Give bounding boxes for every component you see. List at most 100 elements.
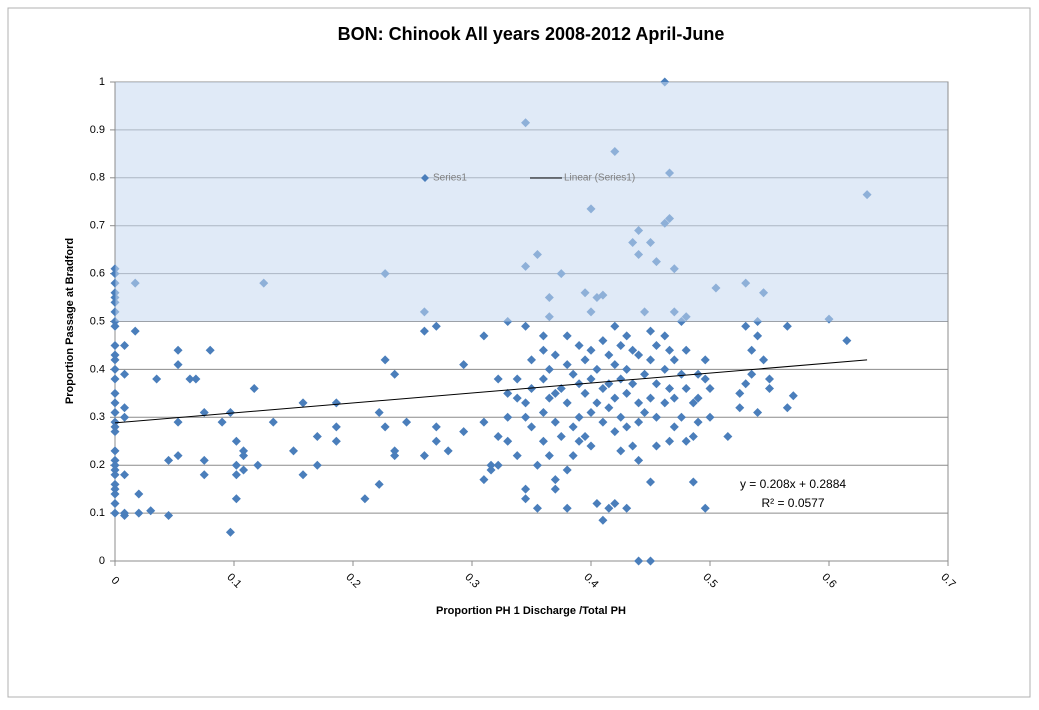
point — [191, 374, 201, 384]
point — [660, 331, 670, 341]
point — [199, 455, 209, 465]
point — [173, 360, 183, 370]
legend-marker — [421, 174, 429, 182]
point — [598, 417, 608, 427]
point — [628, 345, 638, 355]
point — [628, 441, 638, 451]
y-axis-title: Proportion Passage at Bradford — [64, 238, 76, 404]
point — [431, 321, 441, 331]
legend-label: Series1 — [433, 173, 467, 184]
point — [544, 364, 554, 374]
point — [598, 515, 608, 525]
point — [110, 460, 120, 470]
point — [146, 506, 156, 516]
point — [622, 331, 632, 341]
trendline — [114, 359, 868, 424]
point — [700, 355, 710, 365]
point — [527, 355, 536, 365]
point — [289, 446, 298, 456]
point — [705, 384, 715, 394]
point — [459, 360, 469, 370]
point — [693, 417, 703, 427]
point — [628, 379, 638, 389]
point — [459, 427, 469, 437]
point — [651, 379, 661, 389]
point — [431, 422, 441, 432]
point — [164, 510, 174, 520]
point — [380, 422, 390, 432]
point — [622, 388, 632, 398]
point — [660, 398, 670, 408]
point — [331, 436, 341, 446]
point — [610, 427, 620, 437]
point — [782, 321, 792, 331]
x-axis-title: Proportion PH 1 Discharge /Total PH — [436, 605, 626, 617]
point — [225, 408, 235, 418]
point — [705, 412, 715, 422]
point — [660, 364, 670, 374]
point — [634, 417, 644, 427]
point — [550, 484, 560, 494]
point — [788, 391, 798, 401]
y-tick-label: 1 — [99, 76, 105, 88]
point — [380, 355, 390, 365]
point — [622, 422, 632, 432]
point — [419, 451, 429, 461]
point — [782, 403, 792, 413]
point — [753, 331, 763, 341]
point — [152, 374, 162, 384]
point — [493, 460, 503, 470]
point — [479, 331, 489, 341]
point — [532, 503, 542, 513]
point — [512, 451, 522, 461]
point — [747, 369, 757, 379]
point — [580, 431, 590, 441]
point — [688, 477, 698, 487]
point — [120, 510, 130, 520]
point — [753, 408, 763, 418]
y-tick-label: 0 — [99, 555, 105, 567]
point — [493, 374, 503, 384]
point — [130, 326, 140, 336]
point — [239, 451, 249, 461]
point — [253, 460, 263, 470]
point — [312, 431, 322, 441]
point — [586, 441, 596, 451]
point — [110, 350, 120, 360]
point — [521, 398, 531, 408]
point — [479, 417, 489, 427]
point — [735, 388, 745, 398]
point — [646, 326, 655, 336]
point — [646, 393, 655, 403]
point — [402, 417, 412, 427]
point — [173, 345, 183, 355]
point — [646, 556, 655, 566]
point — [512, 374, 522, 384]
point — [538, 374, 548, 384]
point — [110, 417, 120, 427]
point — [669, 355, 679, 365]
point — [110, 398, 120, 408]
point — [646, 355, 655, 365]
point — [298, 398, 308, 408]
point — [616, 340, 626, 350]
point — [634, 350, 644, 360]
point — [110, 388, 120, 398]
point — [231, 436, 241, 446]
point — [586, 345, 596, 355]
point — [586, 408, 596, 418]
point — [205, 345, 215, 355]
point — [604, 350, 614, 360]
point — [390, 451, 400, 461]
y-tick-label: 0.2 — [90, 459, 105, 471]
chart-title: BON: Chinook All years 2008-2012 April-J… — [338, 24, 725, 44]
point — [759, 355, 769, 365]
point — [604, 403, 614, 413]
point — [173, 451, 183, 461]
point — [598, 384, 608, 394]
point — [538, 408, 548, 418]
point — [651, 412, 661, 422]
point — [693, 393, 703, 403]
point — [616, 412, 626, 422]
point — [562, 503, 572, 513]
